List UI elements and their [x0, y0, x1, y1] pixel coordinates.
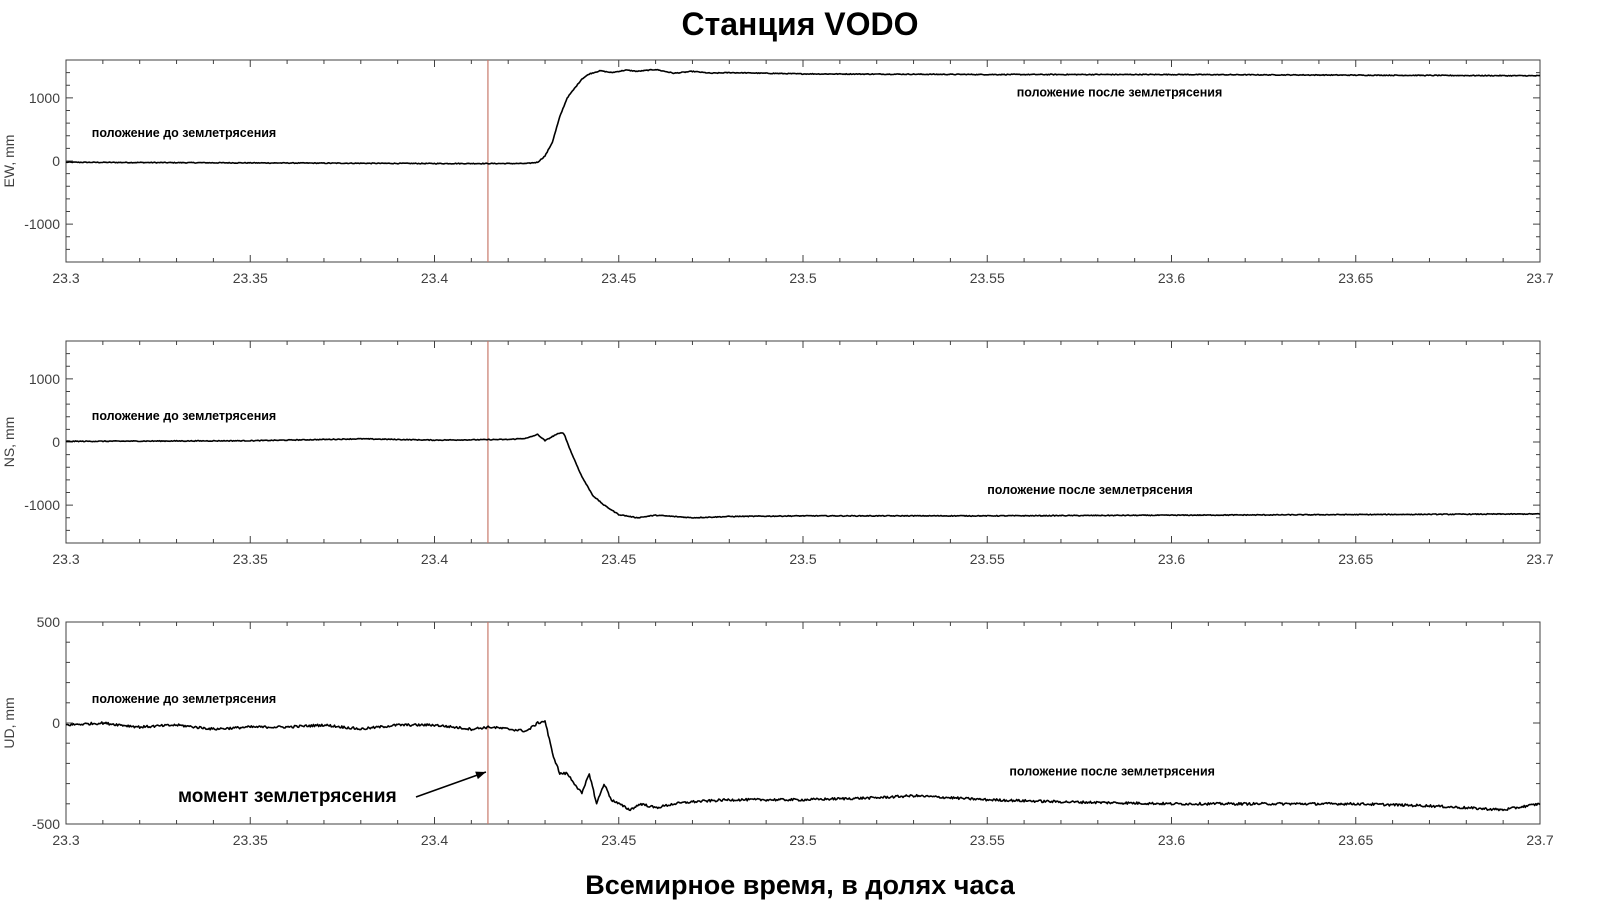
annotation-label: положение до землетрясения	[92, 692, 276, 706]
y-tick-label: 1000	[29, 90, 60, 106]
y-tick-label: 0	[52, 153, 60, 169]
y-tick-label: 0	[52, 715, 60, 731]
axes-box	[65, 340, 1541, 544]
axes-box	[65, 59, 1541, 263]
annotation-label: положение после землетрясения	[1017, 86, 1223, 100]
x-tick-label: 23.45	[601, 551, 636, 567]
x-tick-label: 23.6	[1158, 270, 1185, 286]
chart-title: Станция VODO	[681, 6, 919, 42]
x-tick-label: 23.45	[601, 832, 636, 848]
x-tick-label: 23.7	[1526, 551, 1553, 567]
panel-ns: 23.3 23.35 23.4 23.45 23.5 23.55 23.6 23.65 23.7…	[1, 340, 1554, 567]
x-tick-label: 23.5	[789, 832, 816, 848]
x-tick-label: 23.7	[1526, 270, 1553, 286]
x-tick-label: 23.55	[970, 551, 1005, 567]
x-tick-label: 23.35	[233, 551, 268, 567]
x-tick-label: 23.7	[1526, 832, 1553, 848]
x-tick-label: 23.3	[52, 270, 79, 286]
series-line-ns	[65, 432, 1541, 519]
annotation-label: положение до землетрясения	[92, 126, 276, 140]
annotation-label: положение до землетрясения	[92, 409, 276, 423]
event-arrow-annotation: момент землетрясения	[178, 771, 487, 807]
x-tick-label: 23.45	[601, 270, 636, 286]
y-axis-label: EW, mm	[1, 135, 17, 188]
x-tick-label: 23.3	[52, 551, 79, 567]
x-tick-label: 23.5	[789, 270, 816, 286]
y-axis-label: NS, mm	[1, 417, 17, 468]
x-tick-label: 23.6	[1158, 551, 1185, 567]
panel-ud: 23.3 23.35 23.4 23.45 23.5 23.55 23.6 23.65 23.7…	[1, 614, 1554, 848]
x-tick-label: 23.4	[421, 832, 448, 848]
y-tick-label: 500	[37, 614, 61, 630]
y-axis-label: UD, mm	[1, 697, 17, 748]
x-tick-label: 23.55	[970, 832, 1005, 848]
x-tick-label: 23.35	[233, 832, 268, 848]
x-tick-label: 23.4	[421, 551, 448, 567]
x-tick-label: 23.6	[1158, 832, 1185, 848]
event-arrow-shaft	[415, 771, 487, 798]
y-tick-label: 0	[52, 434, 60, 450]
event-arrow-label: момент землетрясения	[178, 786, 397, 807]
series-line-ew	[65, 68, 1540, 165]
event-arrow-head	[475, 771, 486, 780]
y-tick-label: -1000	[24, 216, 60, 232]
panel-ew: 23.3 23.35 23.4 23.45 23.5 23.55 23.6 23.65 23.7…	[1, 59, 1554, 286]
x-tick-label: 23.4	[421, 270, 448, 286]
y-tick-label: -500	[32, 816, 60, 832]
annotation-label: положение после землетрясения	[987, 483, 1193, 497]
x-tick-label: 23.35	[233, 270, 268, 286]
x-tick-label: 23.5	[789, 551, 816, 567]
series-line-ud	[65, 720, 1541, 812]
y-tick-label: -1000	[24, 497, 60, 513]
x-tick-label: 23.65	[1338, 832, 1373, 848]
x-tick-label: 23.65	[1338, 551, 1373, 567]
x-tick-label: 23.55	[970, 270, 1005, 286]
x-tick-label: 23.3	[52, 832, 79, 848]
x-tick-label: 23.65	[1338, 270, 1373, 286]
annotation-label: положение после землетрясения	[1009, 765, 1215, 779]
x-axis-title: Всемирное время, в долях часа	[585, 870, 1015, 900]
y-tick-label: 1000	[29, 371, 60, 387]
